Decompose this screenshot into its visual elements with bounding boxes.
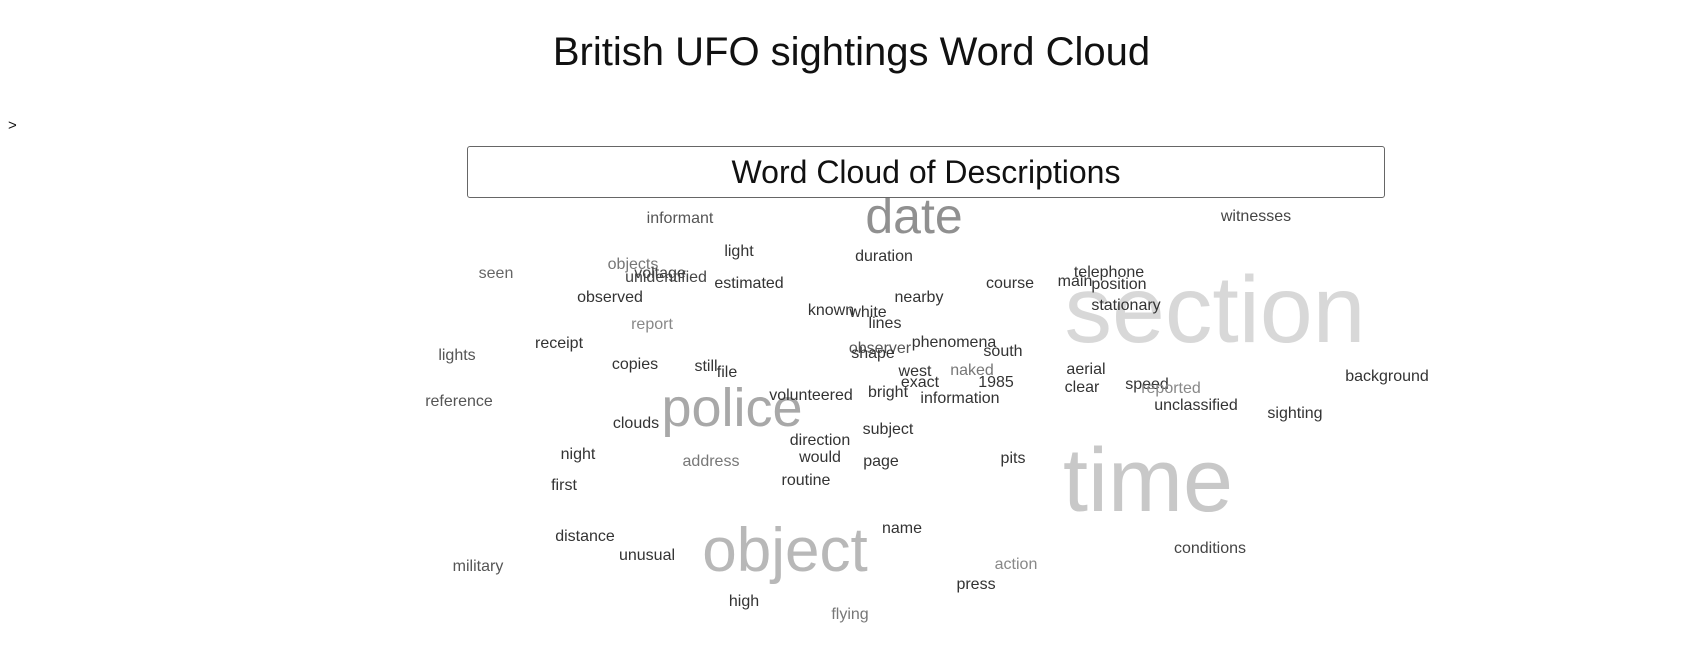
word-conditions: conditions: [1174, 540, 1246, 557]
word-telephone: telephone: [1074, 264, 1144, 281]
word-address: address: [683, 453, 740, 470]
word-sighting: sighting: [1267, 405, 1322, 422]
word-background: background: [1345, 368, 1429, 385]
word-routine: routine: [782, 472, 831, 489]
word-light: light: [724, 243, 754, 260]
word-observed: observed: [577, 289, 643, 306]
word-white: white: [848, 304, 886, 321]
word-flying: flying: [831, 606, 868, 623]
word-section: section: [1064, 257, 1365, 363]
word-duration: duration: [855, 248, 913, 265]
word-speed: speed: [1125, 376, 1169, 393]
word-estimated: estimated: [714, 275, 783, 292]
word-naked: naked: [950, 362, 994, 379]
word-main: main: [1058, 273, 1093, 290]
word-copies: copies: [612, 356, 658, 373]
word-high: high: [729, 593, 759, 610]
word-time: time: [1063, 431, 1233, 531]
word-objects: objects: [608, 256, 659, 273]
word-stationary: stationary: [1091, 297, 1160, 314]
prompt-marker: >: [8, 117, 17, 134]
word-unidentified: unidentified: [625, 269, 707, 286]
word-distance: distance: [555, 528, 615, 545]
word-lines: lines: [869, 315, 902, 332]
word-west: west: [898, 363, 932, 380]
word-action: action: [995, 556, 1038, 573]
word-position: position: [1091, 276, 1146, 293]
word-information: information: [920, 390, 999, 407]
word-file: file: [717, 364, 738, 381]
word-unusual: unusual: [619, 547, 675, 564]
word-lights: lights: [438, 347, 475, 364]
word-clear: clear: [1065, 379, 1100, 396]
word-shape: shape: [851, 345, 895, 362]
word-exact: exact: [901, 374, 940, 391]
word-reported: reported: [1141, 380, 1201, 397]
word-press: press: [956, 576, 995, 593]
word-seen: seen: [479, 265, 514, 282]
word-informant: informant: [647, 210, 714, 227]
word-unclassified: unclassified: [1154, 397, 1238, 414]
word-volunteered: volunteered: [769, 387, 853, 404]
word-page: page: [863, 453, 899, 470]
word-phenomena: phenomena: [912, 334, 997, 351]
word-subject: subject: [863, 421, 914, 438]
word-would: would: [798, 449, 841, 466]
word-direction: direction: [790, 432, 850, 449]
page-title: British UFO sightings Word Cloud: [552, 30, 1151, 74]
word-night: night: [561, 446, 596, 463]
word-1985: 1985: [978, 374, 1014, 391]
word-pits: pits: [1001, 450, 1026, 467]
word-reference: reference: [425, 393, 493, 410]
word-observer: observer: [849, 340, 912, 357]
word-aerial: aerial: [1066, 361, 1105, 378]
word-first: first: [551, 477, 577, 494]
word-military: military: [453, 558, 504, 575]
chart-title: Word Cloud of Descriptions: [467, 146, 1385, 198]
word-name: name: [882, 520, 922, 537]
word-nearby: nearby: [895, 289, 944, 306]
word-witnesses: witnesses: [1220, 208, 1291, 225]
word-bright: bright: [868, 384, 909, 401]
word-receipt: receipt: [535, 335, 584, 352]
word-police: police: [661, 378, 802, 438]
word-voltage: voltage: [634, 265, 686, 282]
word-report: report: [631, 316, 673, 333]
word-object: object: [702, 516, 867, 585]
word-course: course: [986, 275, 1034, 292]
word-clouds: clouds: [613, 415, 659, 432]
word-still: still: [694, 358, 717, 375]
word-known: known: [808, 302, 854, 319]
word-south: south: [983, 343, 1022, 360]
